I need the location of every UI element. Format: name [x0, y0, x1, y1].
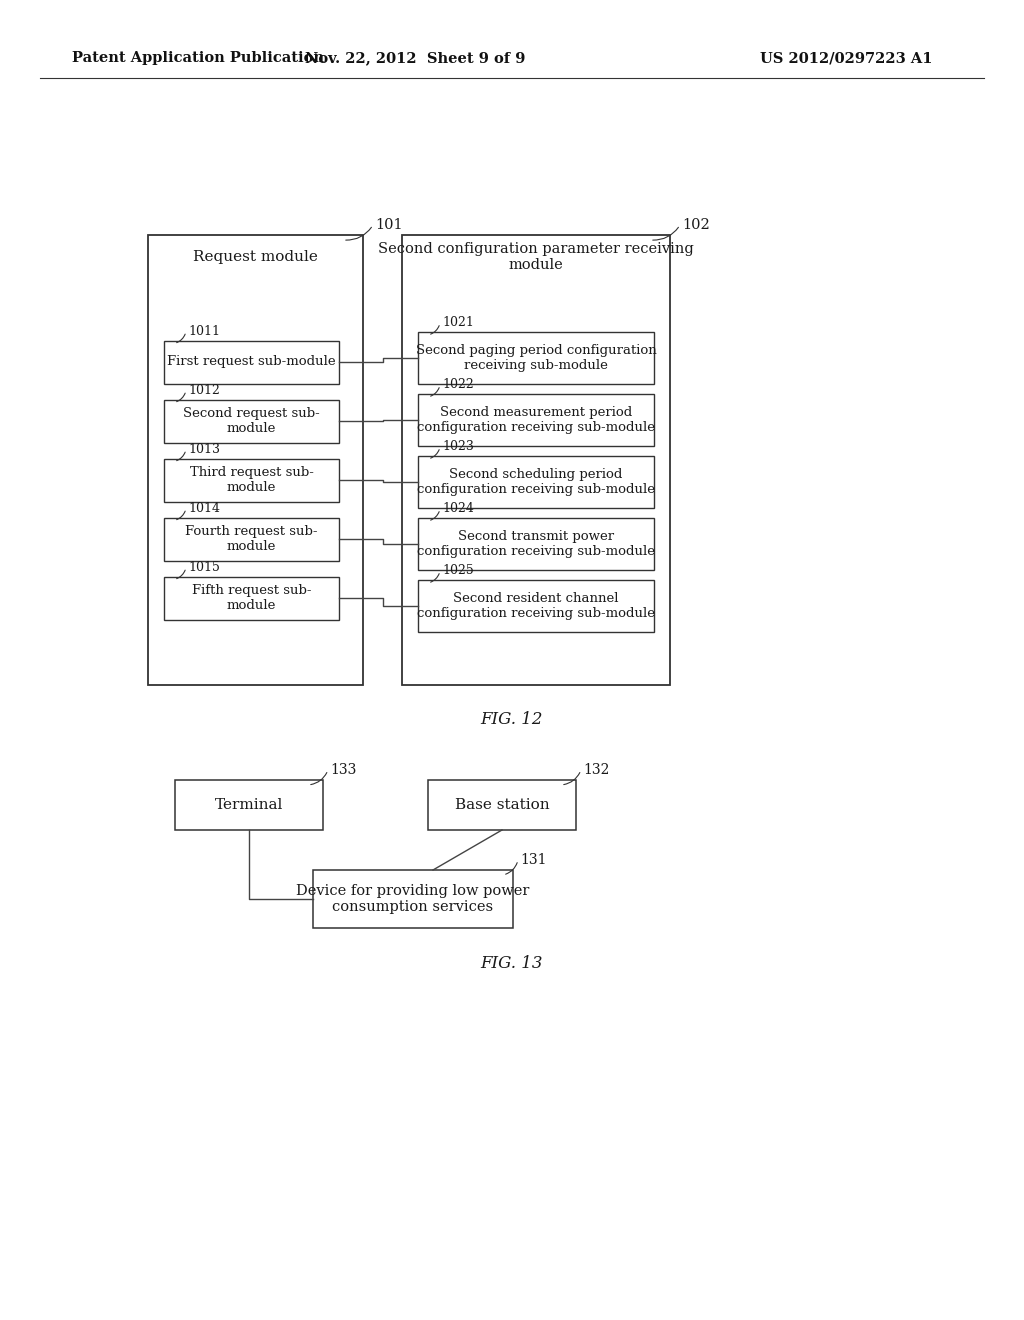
- Text: 131: 131: [520, 853, 547, 867]
- Text: 1011: 1011: [188, 325, 220, 338]
- Text: Patent Application Publication: Patent Application Publication: [72, 51, 324, 65]
- Text: Device for providing low power
consumption services: Device for providing low power consumpti…: [296, 884, 529, 913]
- Text: Request module: Request module: [194, 249, 317, 264]
- Text: 1015: 1015: [188, 561, 220, 574]
- Text: Fourth request sub-
module: Fourth request sub- module: [185, 525, 317, 553]
- Text: 1024: 1024: [442, 503, 474, 516]
- Text: Second transmit power
configuration receiving sub-module: Second transmit power configuration rece…: [417, 531, 655, 558]
- Text: 1012: 1012: [188, 384, 220, 397]
- Bar: [418, 333, 654, 384]
- Text: Fifth request sub-
module: Fifth request sub- module: [191, 583, 311, 612]
- Bar: [418, 455, 654, 508]
- Bar: [175, 780, 323, 830]
- Text: Second resident channel
configuration receiving sub-module: Second resident channel configuration re…: [417, 591, 655, 620]
- Text: Terminal: Terminal: [215, 799, 284, 812]
- Text: 1014: 1014: [188, 502, 220, 515]
- Bar: [402, 235, 670, 685]
- Text: 102: 102: [682, 218, 710, 232]
- Text: Second paging period configuration
receiving sub-module: Second paging period configuration recei…: [416, 345, 656, 372]
- Text: FIG. 13: FIG. 13: [480, 954, 544, 972]
- Text: 101: 101: [375, 218, 402, 232]
- Bar: [164, 458, 339, 502]
- Bar: [164, 400, 339, 442]
- Text: Second request sub-
module: Second request sub- module: [183, 407, 319, 436]
- Text: 133: 133: [330, 763, 356, 777]
- Bar: [313, 870, 513, 928]
- Text: Third request sub-
module: Third request sub- module: [189, 466, 313, 494]
- Text: 1013: 1013: [188, 444, 220, 455]
- Text: Nov. 22, 2012  Sheet 9 of 9: Nov. 22, 2012 Sheet 9 of 9: [305, 51, 525, 65]
- Bar: [164, 341, 339, 384]
- Text: 1022: 1022: [442, 379, 474, 392]
- Text: First request sub-module: First request sub-module: [167, 355, 336, 368]
- Text: Second configuration parameter receiving
module: Second configuration parameter receiving…: [378, 242, 694, 272]
- Bar: [148, 235, 362, 685]
- Bar: [418, 579, 654, 632]
- Text: 1021: 1021: [442, 317, 474, 330]
- Bar: [418, 517, 654, 570]
- Bar: [428, 780, 575, 830]
- Text: FIG. 12: FIG. 12: [480, 711, 544, 729]
- Text: Second measurement period
configuration receiving sub-module: Second measurement period configuration …: [417, 407, 655, 434]
- Text: US 2012/0297223 A1: US 2012/0297223 A1: [760, 51, 933, 65]
- Text: Second scheduling period
configuration receiving sub-module: Second scheduling period configuration r…: [417, 469, 655, 496]
- Text: 1025: 1025: [442, 565, 474, 578]
- Text: Base station: Base station: [455, 799, 549, 812]
- Bar: [164, 577, 339, 619]
- Text: 1023: 1023: [442, 441, 474, 454]
- Text: 132: 132: [583, 763, 609, 777]
- Bar: [418, 393, 654, 446]
- Bar: [164, 517, 339, 561]
